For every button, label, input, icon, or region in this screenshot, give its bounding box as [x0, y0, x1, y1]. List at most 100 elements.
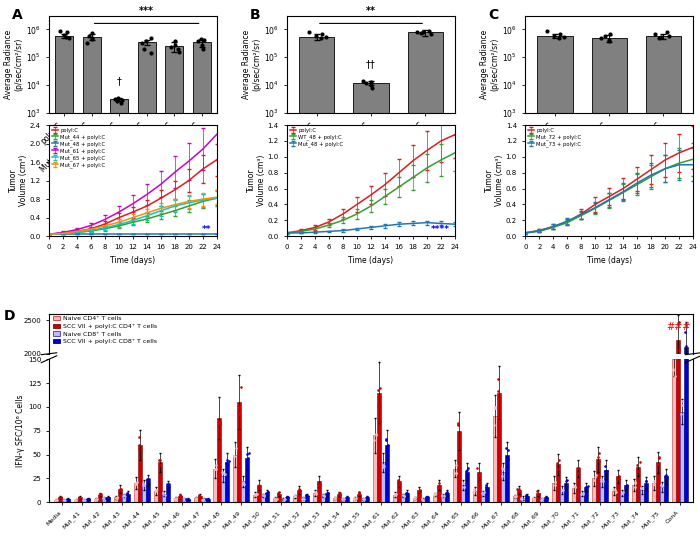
Point	[667, 365, 678, 374]
Bar	[473, 491, 477, 502]
Point	[662, 481, 673, 490]
Point	[533, 482, 545, 491]
Point	[415, 29, 426, 38]
Point	[144, 475, 155, 483]
Point	[330, 483, 341, 491]
Point	[357, 495, 368, 503]
Point	[115, 482, 126, 490]
Point	[258, 490, 270, 499]
Point	[656, 481, 667, 489]
Point	[502, 455, 513, 464]
Bar	[110, 99, 128, 540]
Point	[190, 483, 202, 491]
Point	[323, 489, 334, 497]
Point	[622, 482, 633, 490]
Point	[660, 481, 671, 490]
Point	[69, 483, 80, 491]
Point	[197, 483, 208, 491]
Point	[318, 482, 330, 491]
Point	[288, 482, 300, 491]
Bar	[652, 483, 656, 502]
Bar	[86, 500, 90, 502]
Point	[648, 476, 659, 485]
Bar	[477, 485, 481, 487]
Point	[370, 430, 382, 439]
Point	[62, 483, 73, 491]
Point	[251, 489, 262, 498]
Point	[502, 479, 513, 488]
Point	[318, 492, 330, 501]
Point	[502, 480, 513, 489]
Text: A: A	[12, 9, 23, 23]
Point	[380, 478, 391, 487]
Point	[577, 482, 588, 491]
Point	[253, 482, 264, 490]
Point	[552, 465, 564, 474]
Bar	[636, 467, 641, 502]
Point	[392, 477, 403, 486]
Point	[509, 492, 520, 501]
Point	[600, 480, 611, 489]
Point	[457, 479, 468, 488]
Point	[540, 493, 551, 502]
Point	[656, 481, 667, 489]
Point	[269, 494, 280, 503]
Bar	[576, 469, 580, 502]
Point	[82, 483, 93, 491]
Point	[58, 30, 69, 39]
Point	[617, 488, 629, 496]
Point	[440, 489, 452, 497]
Bar	[493, 481, 496, 487]
Bar	[102, 498, 106, 502]
Point	[116, 96, 127, 105]
Point	[472, 481, 483, 489]
Point	[597, 477, 608, 486]
Point	[300, 482, 312, 491]
Point	[114, 486, 125, 495]
Point	[640, 482, 652, 490]
Point	[555, 30, 566, 38]
Point	[97, 494, 108, 502]
Bar	[576, 485, 580, 487]
Bar	[293, 496, 298, 502]
Point	[541, 482, 552, 491]
Point	[238, 482, 249, 490]
Point	[520, 482, 531, 491]
Bar	[624, 485, 628, 502]
Point	[613, 474, 624, 483]
Point	[99, 494, 110, 503]
Point	[635, 484, 646, 492]
Bar	[134, 486, 138, 487]
Point	[202, 483, 214, 491]
Point	[253, 482, 265, 490]
Point	[150, 482, 162, 491]
Bar	[453, 485, 456, 487]
Bar	[265, 492, 270, 502]
Bar	[214, 485, 218, 487]
Point	[61, 33, 72, 42]
Point	[78, 496, 90, 504]
Bar	[361, 500, 365, 502]
Point	[416, 495, 428, 503]
Point	[111, 97, 122, 105]
Point	[468, 482, 480, 491]
Bar	[174, 498, 178, 502]
Point	[104, 483, 115, 491]
Point	[556, 486, 568, 495]
Point	[414, 482, 426, 491]
Point	[482, 482, 493, 490]
Point	[298, 494, 309, 502]
Point	[402, 482, 413, 491]
Point	[249, 482, 260, 491]
Point	[635, 482, 646, 490]
Bar	[165, 46, 183, 540]
Point	[380, 435, 391, 444]
Point	[676, 476, 687, 485]
Point	[158, 482, 169, 491]
Point	[528, 495, 540, 503]
Point	[673, 352, 684, 360]
Point	[62, 28, 73, 37]
Point	[653, 452, 664, 461]
Point	[339, 483, 350, 491]
Point	[554, 34, 565, 43]
